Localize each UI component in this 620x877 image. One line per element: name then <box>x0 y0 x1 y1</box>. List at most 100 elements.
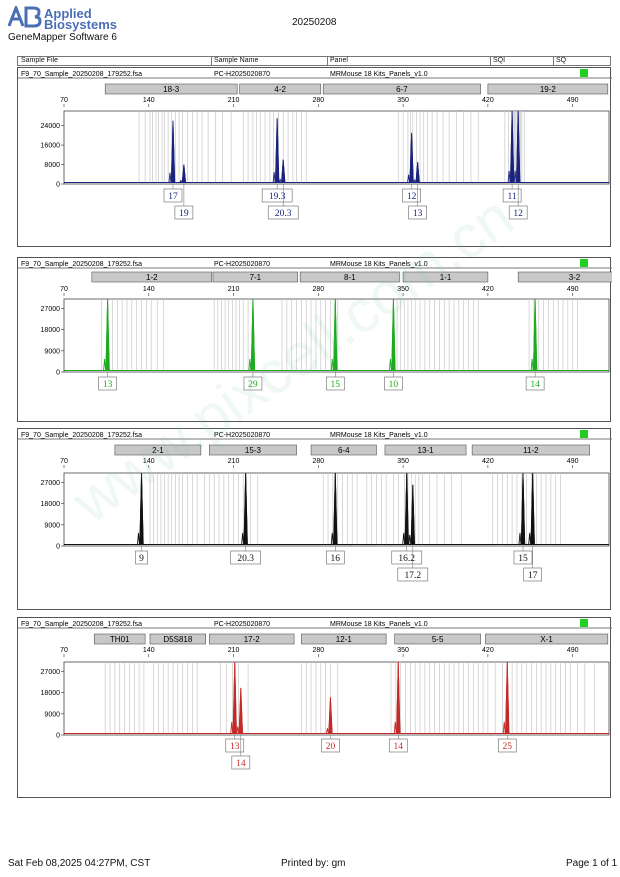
stutter-peak <box>528 532 532 545</box>
allele-call-label: 17 <box>168 192 178 202</box>
marker-bar <box>104 83 238 95</box>
allele-peak <box>328 697 333 735</box>
marker-bar <box>114 444 202 456</box>
y-tick-label: 9000 <box>44 348 60 355</box>
x-tick-label: 70 <box>60 286 68 293</box>
stutter-peak <box>230 721 234 734</box>
allele-call-box <box>388 738 408 753</box>
marker-bar <box>93 633 146 645</box>
footer-page-number: Page 1 of 1 <box>566 858 618 869</box>
allele-call-label: 14 <box>236 759 246 769</box>
allele-call-label: 17.2 <box>404 571 421 581</box>
stutter-peak <box>402 532 406 545</box>
x-tick-label: 490 <box>567 647 579 654</box>
column-divider <box>211 57 212 66</box>
col-sample-file: Sample File <box>21 57 58 64</box>
marker-bar <box>384 444 467 456</box>
stutter-peak <box>325 728 329 734</box>
allele-call-box <box>325 376 345 391</box>
x-tick-label: 490 <box>567 458 579 465</box>
brand-name-line2: Biosystems <box>44 17 117 32</box>
allele-call-box <box>231 755 251 770</box>
x-tick-label: 280 <box>312 458 324 465</box>
x-tick-label: 280 <box>312 647 324 654</box>
y-tick-label: 18000 <box>41 690 61 697</box>
x-tick-label: 420 <box>482 647 494 654</box>
allele-call-label: 13 <box>413 209 423 219</box>
report-date: 20250208 <box>292 17 337 28</box>
allele-call-label: 19 <box>179 209 189 219</box>
y-tick-label: 24000 <box>41 123 61 130</box>
marker-label: 4-2 <box>274 85 286 94</box>
plot-frame <box>63 661 610 736</box>
x-tick-label: 70 <box>60 647 68 654</box>
x-tick-label: 490 <box>567 97 579 104</box>
allele-call-label: 16 <box>331 554 341 564</box>
allele-call-box <box>497 738 517 753</box>
y-tick-label: 27000 <box>41 669 61 676</box>
stutter-peak <box>413 178 417 183</box>
allele-call-box <box>402 188 421 203</box>
marker-label: 3-2 <box>569 273 581 282</box>
stutter-peak <box>103 358 107 371</box>
electropherogram-panel-green: F9_70_Sample_20250208_179252.fsa PC-H2025… <box>17 257 612 422</box>
y-tick-label: 27000 <box>41 306 61 313</box>
quality-indicator-icon <box>580 259 588 267</box>
x-tick-label: 140 <box>143 647 155 654</box>
col-panel: Panel <box>330 57 348 64</box>
x-tick-label: 420 <box>482 286 494 293</box>
allele-call-box <box>261 188 293 203</box>
x-tick-label: 350 <box>397 97 409 104</box>
allele-call-box <box>225 738 245 753</box>
y-tick-label: 0 <box>56 182 60 189</box>
marker-label: 12-1 <box>336 635 353 644</box>
electropherogram-red: F9_70_Sample_20250208_179252.fsa PC-H2025… <box>18 619 612 770</box>
stutter-peak <box>507 170 511 183</box>
allele-peak <box>232 661 237 735</box>
y-tick-label: 18000 <box>41 327 61 334</box>
baseline-trace <box>64 110 609 183</box>
marker-label: 6-4 <box>338 446 350 455</box>
allele-call-box <box>397 567 429 582</box>
marker-bar <box>322 83 481 95</box>
allele-call-label: 20.3 <box>275 209 292 219</box>
sample-file-name: F9_70_Sample_20250208_179252.fsa <box>21 71 142 78</box>
x-tick-label: 140 <box>143 97 155 104</box>
allele-peak <box>333 472 338 546</box>
marker-bar <box>394 633 481 645</box>
electropherogram-green: F9_70_Sample_20250208_179252.fsa PC-H2025… <box>18 259 612 391</box>
sample-name: PC-H2025020870 <box>214 621 270 628</box>
marker-bar <box>91 271 213 283</box>
y-tick-label: 0 <box>56 544 60 551</box>
quality-indicator-icon <box>580 430 588 438</box>
stutter-peak <box>407 174 411 183</box>
plot-frame <box>63 110 610 185</box>
stutter-peak <box>278 178 282 183</box>
stutter-peak <box>236 726 240 734</box>
marker-label: 18-3 <box>163 85 180 94</box>
y-tick-label: 8000 <box>44 162 60 169</box>
sample-name: PC-H2025020870 <box>214 261 270 268</box>
marker-bar <box>149 633 207 645</box>
allele-peak <box>410 484 415 546</box>
panel-name: MRMouse 18 Kits_Panels_v1.0 <box>330 621 428 628</box>
footer-printed-by: Printed by: gm <box>281 858 346 869</box>
stutter-peak <box>388 358 392 371</box>
allele-call-label: 29 <box>248 380 258 390</box>
allele-peak <box>520 472 526 546</box>
panel-name: MRMouse 18 Kits_Panels_v1.0 <box>330 261 428 268</box>
x-tick-label: 350 <box>397 647 409 654</box>
allele-call-label: 25 <box>503 742 513 752</box>
allele-call-label: 20.3 <box>237 554 254 564</box>
allele-peak <box>415 162 420 184</box>
x-tick-label: 350 <box>397 286 409 293</box>
allele-call-box <box>267 205 299 220</box>
allele-peak <box>532 298 538 372</box>
marker-bar <box>209 633 295 645</box>
allele-peak <box>139 472 144 546</box>
marker-label: X-1 <box>540 635 553 644</box>
panel-name: MRMouse 18 Kits_Panels_v1.0 <box>330 432 428 439</box>
quality-indicator-icon <box>580 619 588 627</box>
x-tick-label: 210 <box>228 286 240 293</box>
stutter-peak <box>330 358 334 371</box>
